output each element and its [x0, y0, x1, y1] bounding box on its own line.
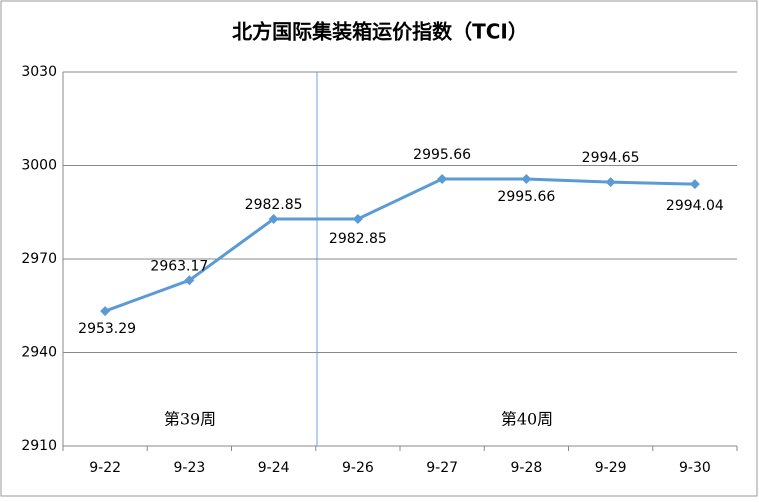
data-label: 2982.85: [245, 197, 303, 213]
data-label: 2963.17: [150, 258, 208, 274]
marker: [184, 275, 195, 286]
chart-title: 北方国际集装箱运价指数（TCI）: [232, 20, 528, 44]
y-tick-label: 2970: [21, 251, 57, 267]
x-tick-label: 9-26: [342, 460, 374, 476]
data-label: 2994.04: [666, 198, 724, 214]
marker: [100, 306, 111, 317]
data-label: 2953.29: [78, 321, 136, 337]
x-tick-label: 9-24: [258, 460, 290, 476]
y-tick-label: 2940: [21, 345, 57, 361]
marker: [689, 179, 700, 190]
marker: [352, 213, 363, 224]
data-label: 2994.65: [582, 150, 640, 166]
x-tick-label: 9-27: [426, 460, 458, 476]
y-tick-label: 3000: [21, 158, 57, 174]
x-tick-label: 9-29: [595, 460, 627, 476]
data-label: 2995.66: [497, 189, 555, 205]
y-tick-label: 2910: [21, 438, 57, 454]
x-tick-label: 9-30: [679, 460, 711, 476]
annotation: 第39周: [164, 410, 216, 429]
marker: [268, 213, 279, 224]
x-tick-label: 9-28: [510, 460, 542, 476]
x-tick-label: 9-22: [89, 460, 121, 476]
y-tick-label: 3030: [21, 64, 57, 80]
annotation: 第40周: [501, 410, 553, 429]
data-label: 2982.85: [329, 231, 387, 247]
line: [104, 177, 695, 313]
marker: [605, 177, 616, 188]
data-label: 2995.66: [413, 147, 471, 163]
x-tick-label: 9-23: [173, 460, 205, 476]
marker: [437, 174, 448, 185]
marker: [521, 174, 532, 185]
